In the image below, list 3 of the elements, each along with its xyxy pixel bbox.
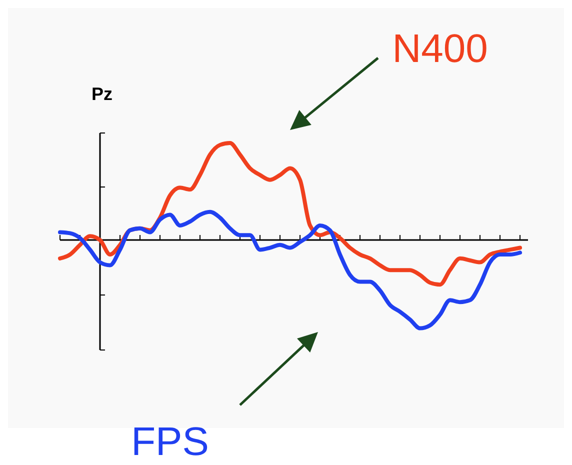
- chart-title: Pz: [91, 84, 113, 104]
- text: N400: [392, 27, 488, 71]
- text: FPS: [131, 420, 209, 464]
